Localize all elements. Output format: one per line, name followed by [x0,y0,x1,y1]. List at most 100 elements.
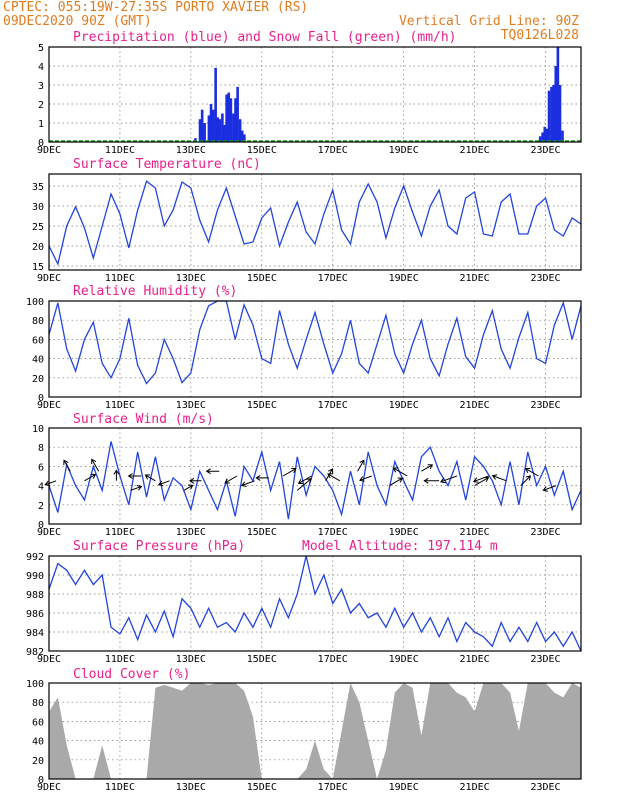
wind-arrow [297,475,312,485]
wind-arrow [491,474,507,482]
pressure-xtick-label: 11DEC [105,654,135,665]
wind-xtick-label: 9DEC [37,527,61,538]
rh-xtick-label: 23DEC [530,400,560,411]
pressure-xtick-label: 13DEC [176,654,206,665]
precip-xtick-label: 13DEC [176,145,206,156]
precip-bar [541,132,544,142]
cloud-ytick-label: 0 [38,775,44,786]
precip-bar [211,109,215,142]
precip-ytick-label: 4 [38,62,44,73]
vertical-grid-note: Vertical Grid Line: 90Z [399,14,579,29]
pressure-xtick-label: 21DEC [460,654,490,665]
run-date: 09DEC2020 90Z (GMT) [3,14,152,29]
precip-bar [554,66,558,142]
rh-xtick-label: 9DEC [37,400,61,411]
temp-xtick-label: 13DEC [176,273,206,284]
pressure-xtick-label: 19DEC [389,654,419,665]
rh-ytick-label: 80 [32,316,44,327]
wind-arrow [421,464,434,472]
wind-xtick-label: 15DEC [247,527,277,538]
precip-bar [240,130,244,142]
wind-arrow [205,468,220,475]
precip-xtick-label: 19DEC [389,145,419,156]
rh-frame [48,300,582,398]
wind-arrow [440,475,458,484]
precip-bar [547,90,551,142]
pressure-panel: 982 984 986 988 990 992 9DEC 11DEC 13DEC 15DEC 17D… [26,552,582,665]
precip-xtick-label: 11DEC [105,145,135,156]
wind-arrow [472,475,489,483]
precip-bar [543,126,547,142]
model-altitude: Model Altitude: 197.114 m [302,539,498,554]
temp-title: Surface Temperature (nC) [73,157,261,172]
precip-bar [207,115,211,142]
temp-xtick-label: 11DEC [105,273,135,284]
precip-bar [216,117,220,142]
wind-arrow [189,477,202,484]
wind-arrow [423,477,440,484]
precip-bar [218,119,222,142]
wind-arrow [389,477,404,487]
wind-xtick-label: 11DEC [105,527,135,538]
pressure-ytick-label: 990 [26,571,44,582]
wind-title: Surface Wind (m/s) [73,412,214,427]
temp-ytick-label: 20 [32,242,44,253]
pressure-xtick-label: 23DEC [530,654,560,665]
wind-xtick-label: 23DEC [530,527,560,538]
precip-bar [561,130,564,142]
cloud-xtick-label: 19DEC [389,782,419,793]
precip-bar [538,136,542,142]
precip-xtick-label: 15DEC [247,145,277,156]
wind-arrow [240,480,255,487]
cloud-panel: 0 20 40 60 80 100 9DEC 11DEC 13DEC 15DEC 17DEC 19DE… [26,679,582,793]
wind-xtick-label: 21DEC [460,527,490,538]
wind-ytick-label: 2 [38,501,44,512]
precip-bar [227,92,231,142]
wind-arrow [113,469,120,481]
wind-arrow [327,473,341,482]
precip-ytick-label: 1 [38,119,44,130]
rh-ytick-label: 100 [26,297,44,308]
precip-bar [221,113,224,142]
temp-ytick-label: 15 [32,262,44,273]
cloud-ytick-label: 20 [32,756,44,767]
wind-xtick-label: 19DEC [389,527,419,538]
cloud-xtick-label: 17DEC [318,782,348,793]
wind-arrow [520,475,532,486]
rh-ytick-label: 0 [38,393,44,404]
precip-bar [556,47,560,142]
cloud-xtick-label: 23DEC [530,782,560,793]
wind-ytick-label: 4 [38,482,44,493]
pressure-ytick-label: 992 [26,552,44,563]
cloud-title: Cloud Cover (%) [73,667,190,682]
wind-ytick-label: 8 [38,443,44,454]
wind-arrow [127,473,142,479]
cloud-xtick-label: 9DEC [37,782,61,793]
wind-arrow [542,485,557,492]
precip-bar [229,98,233,142]
cloud-cover-area [49,683,581,779]
temp-panel: 15 20 25 30 35 9DEC 11DEC 13DEC 15DEC 17DEC 19DEC 2… [32,173,582,284]
wind-line [48,441,582,520]
rh-xtick-label: 11DEC [105,400,135,411]
temp-ytick-label: 30 [32,202,44,213]
wind-arrow [44,480,57,487]
precip-bar [550,86,553,142]
temp-xtick-label: 15DEC [247,273,277,284]
wind-frame [48,427,582,525]
pressure-ytick-label: 984 [26,628,44,639]
wind-arrow [84,473,97,482]
precip-title: Precipitation (blue) and Snow Fall (gree… [73,30,457,45]
temp-xtick-label: 23DEC [530,273,560,284]
temp-xtick-label: 9DEC [37,273,61,284]
cloud-ytick-label: 60 [32,717,44,728]
rh-ytick-label: 20 [32,374,44,385]
wind-arrow [357,459,365,472]
wind-arrow [130,484,143,491]
wind-xtick-label: 13DEC [176,527,206,538]
pressure-ytick-label: 986 [26,609,44,620]
precip-bar [225,94,228,142]
rh-ytick-label: 40 [32,355,44,366]
wind-xtick-label: 17DEC [318,527,348,538]
